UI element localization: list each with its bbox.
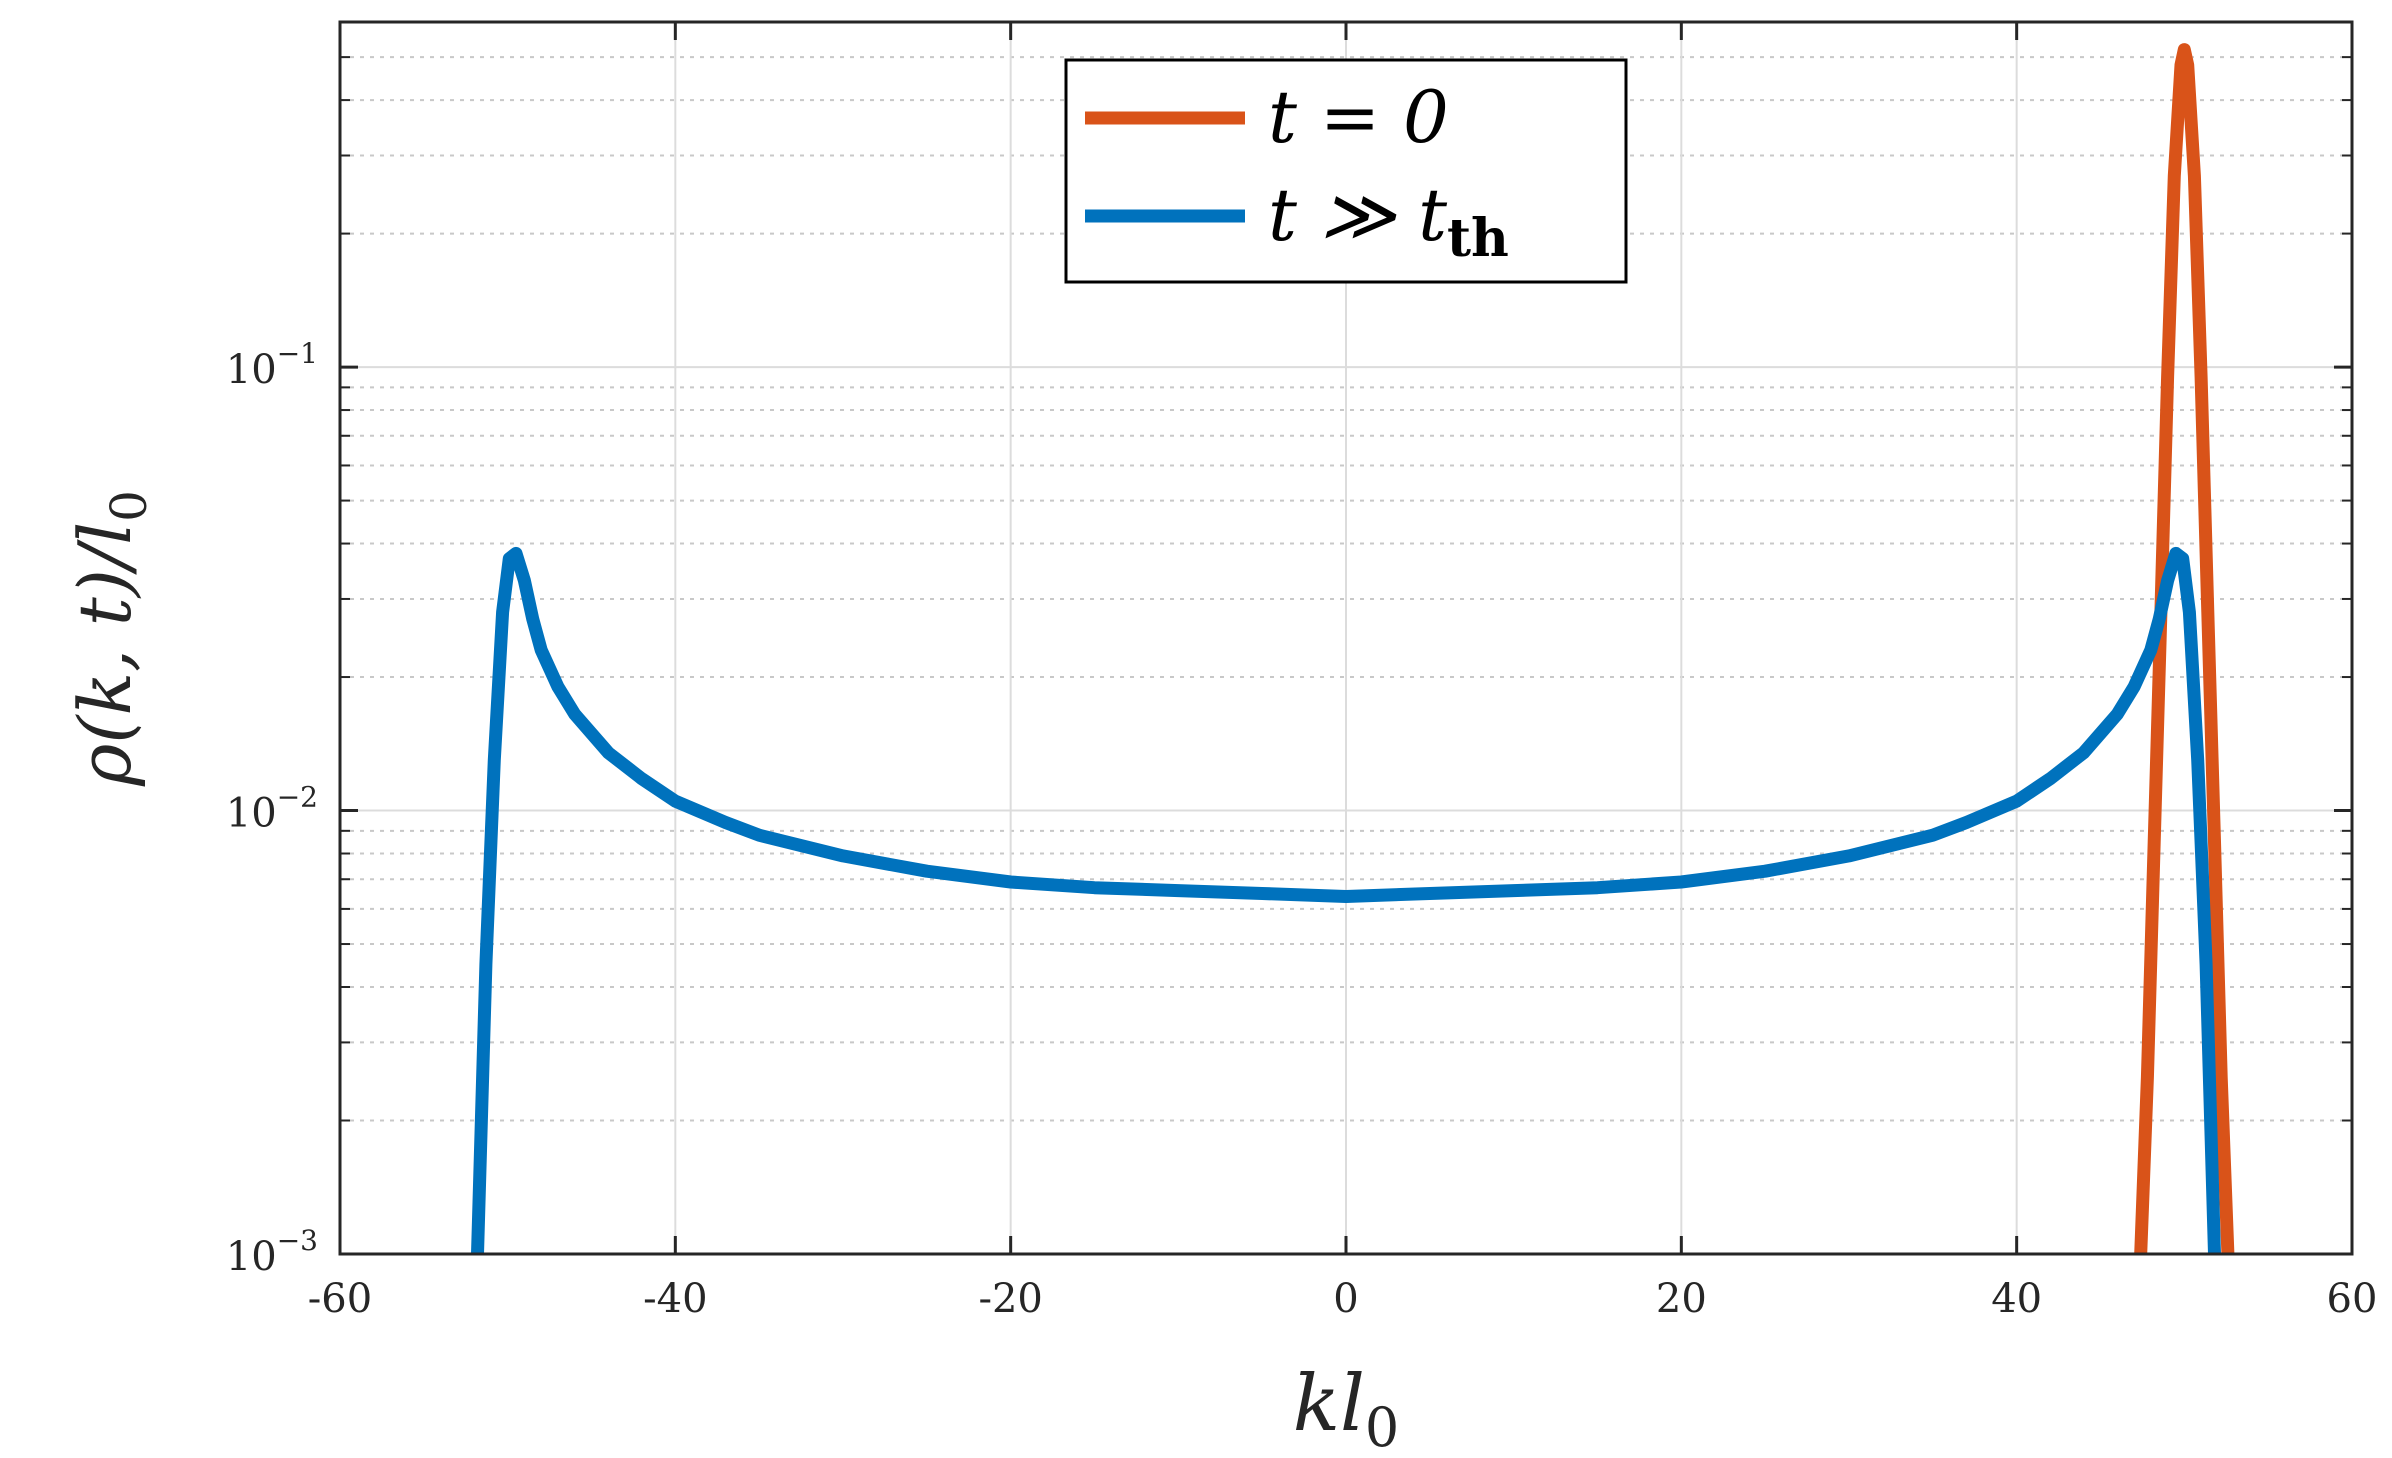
x-tick-label: 60 (2327, 1276, 2378, 1322)
legend-label-t0: t = 0 (1268, 75, 1449, 159)
x-tick-label: -60 (308, 1276, 372, 1322)
y-tick-labels: 10−3 10−2 10−1 (226, 337, 318, 1280)
x-tick-label: 0 (1333, 1276, 1358, 1322)
x-tick-label: 20 (1656, 1276, 1707, 1322)
x-tick-label: 40 (1991, 1276, 2042, 1322)
y-axis-label: ρ(k, t)/l0 (63, 490, 158, 787)
ticks (338, 22, 2354, 1256)
x-tick-label: -40 (643, 1276, 707, 1322)
series-line-0 (2134, 43, 2235, 1254)
legend-box (1064, 58, 1628, 284)
x-tick-label: -20 (978, 1276, 1042, 1322)
y-tick-label: 10−1 (226, 337, 318, 393)
legend: t = 0 t ≫ tth (1064, 58, 1628, 284)
y-tick-label: 10−2 (226, 781, 318, 837)
plot-lines (471, 43, 2235, 1254)
legend-label-t-thermal: t ≫ tth (1268, 173, 1509, 269)
series-line-1 (471, 546, 2221, 1254)
x-axis-label: kl0 (1293, 1359, 1400, 1458)
x-tick-labels: -60 -40 -20 0 20 40 60 (308, 1276, 2378, 1322)
y-tick-label: 10−3 (226, 1224, 318, 1280)
